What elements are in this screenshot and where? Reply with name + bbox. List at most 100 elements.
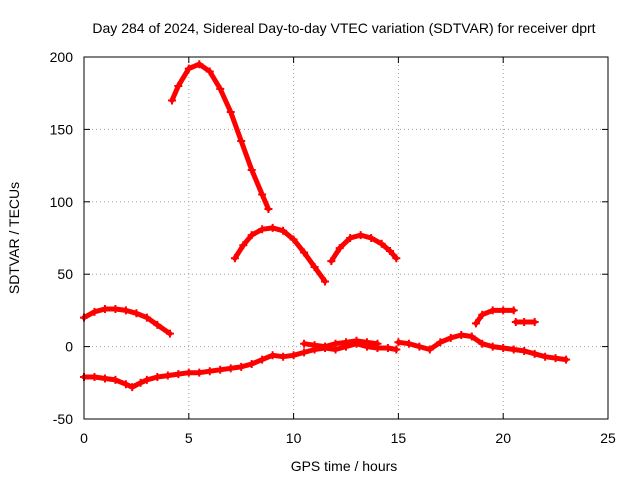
data-point-arc-2 bbox=[237, 136, 246, 145]
x-tick-label: 20 bbox=[495, 430, 511, 446]
data-point-arc-1 bbox=[132, 309, 141, 318]
data-point-arc-2 bbox=[216, 84, 225, 93]
data-point-arc-3 bbox=[239, 241, 248, 250]
data-point-low-track-2 bbox=[425, 345, 434, 354]
data-point-arc-4 bbox=[327, 257, 336, 266]
series-arc-4 bbox=[328, 232, 399, 264]
chart-title: Day 284 of 2024, Sidereal Day-to-day VTE… bbox=[92, 20, 595, 36]
data-point-arc-2 bbox=[226, 108, 235, 117]
data-point-low-track-2 bbox=[394, 338, 403, 347]
data-point-low-track-1 bbox=[111, 375, 120, 384]
data-point-low-track-1 bbox=[247, 359, 256, 368]
data-point-low-track-1 bbox=[128, 383, 137, 392]
data-point-low-track-2 bbox=[415, 342, 424, 351]
data-point-low-track-1 bbox=[174, 370, 183, 379]
data-point-arc-3 bbox=[268, 223, 277, 232]
plot-frame bbox=[83, 56, 609, 420]
data-point-low-track-2 bbox=[478, 339, 487, 348]
data-point-arc-1 bbox=[121, 306, 130, 315]
data-point-arc-2 bbox=[205, 67, 214, 76]
x-tick-label: 0 bbox=[80, 430, 88, 446]
data-point-arc-2 bbox=[168, 96, 177, 105]
x-tick-label: 5 bbox=[185, 430, 193, 446]
data-point-arc-5 bbox=[478, 310, 487, 319]
data-point-low-track-2 bbox=[457, 331, 466, 340]
data-point-low-track-2 bbox=[404, 339, 413, 348]
data-point-arc-4 bbox=[386, 247, 395, 256]
data-point-mid-track bbox=[342, 338, 350, 347]
data-point-mid-track bbox=[310, 341, 319, 350]
data-point-low-track-2 bbox=[530, 349, 539, 358]
data-point-arc-4 bbox=[335, 244, 344, 253]
y-tick-label: 50 bbox=[57, 266, 73, 282]
data-point-low-track-2 bbox=[562, 355, 571, 364]
data-point-low-track-2 bbox=[467, 332, 476, 341]
data-point-low-track-2 bbox=[551, 354, 560, 363]
data-point-arc-1 bbox=[165, 329, 174, 338]
data-point-arc-5 bbox=[499, 306, 508, 315]
data-point-low-track-1 bbox=[153, 373, 162, 382]
data-point-low-track-1 bbox=[289, 351, 298, 360]
data-point-low-track-1 bbox=[268, 351, 277, 360]
data-point-arc-1 bbox=[153, 320, 162, 329]
data-point-arc-1 bbox=[90, 307, 99, 316]
x-tick-label: 25 bbox=[600, 430, 616, 446]
data-point-arc-4 bbox=[356, 231, 365, 240]
data-point-arc-3 bbox=[279, 226, 288, 235]
data-point-arc-6 bbox=[520, 317, 529, 326]
data-point-arc-4 bbox=[367, 234, 376, 242]
data-point-arc-1 bbox=[100, 304, 109, 313]
data-point-low-track-2 bbox=[446, 333, 455, 342]
data-point-low-track-1 bbox=[226, 364, 235, 373]
data-point-arc-4 bbox=[392, 254, 401, 263]
data-point-low-track-2 bbox=[520, 346, 529, 355]
data-point-mid-track bbox=[331, 339, 340, 348]
data-point-arc-5 bbox=[488, 306, 497, 315]
series-arc-3 bbox=[232, 225, 328, 284]
data-point-arc-4 bbox=[377, 239, 386, 248]
data-point-arc-3 bbox=[321, 277, 330, 286]
data-point-arc-6 bbox=[530, 317, 539, 326]
data-point-arc-2 bbox=[247, 165, 256, 174]
data-point-arc-5 bbox=[471, 319, 480, 328]
y-axis-label: SDTVAR / TECUs bbox=[6, 182, 22, 294]
ticks: 0 5 10 15 20 25 -50 0 50 100 150 200 bbox=[50, 49, 616, 446]
data-point-arc-3 bbox=[289, 235, 298, 244]
data-point-mid-track bbox=[373, 339, 382, 348]
data-point-mid-track bbox=[300, 339, 309, 348]
data-point-low-track-2 bbox=[436, 338, 445, 347]
data-point-low-track-1 bbox=[216, 365, 225, 374]
x-tick-label: 10 bbox=[286, 430, 302, 446]
y-tick-label: 0 bbox=[65, 339, 73, 355]
data-point-low-track-1 bbox=[195, 368, 204, 377]
x-axis-label: GPS time / hours bbox=[291, 458, 398, 474]
data-point-arc-3 bbox=[310, 262, 319, 271]
data-point-mid-track bbox=[352, 336, 361, 345]
data-point-arc-3 bbox=[300, 248, 309, 257]
data-point-arc-6 bbox=[511, 317, 520, 326]
data-point-low-track-2 bbox=[509, 345, 518, 354]
data-point-low-track-1 bbox=[90, 373, 99, 382]
data-point-low-track-1 bbox=[258, 355, 267, 364]
data-point-arc-2 bbox=[195, 60, 204, 69]
data-point-arc-3 bbox=[230, 254, 239, 263]
x-tick-label: 15 bbox=[391, 430, 407, 446]
data-point-arc-3 bbox=[247, 231, 256, 240]
data-point-low-track-1 bbox=[142, 375, 151, 384]
data-point-arc-1 bbox=[142, 313, 151, 322]
y-tick-label: 200 bbox=[50, 49, 74, 65]
data-point-low-track-1 bbox=[300, 348, 309, 357]
data-point-arc-2 bbox=[174, 81, 183, 90]
data-point-low-track-1 bbox=[383, 344, 392, 353]
data-point-low-track-2 bbox=[541, 352, 550, 361]
data-point-low-track-1 bbox=[136, 378, 145, 387]
data-point-low-track-1 bbox=[392, 345, 401, 354]
data-point-arc-2 bbox=[184, 64, 193, 73]
data-point-low-track-2 bbox=[499, 344, 508, 353]
data-point-arc-2 bbox=[264, 205, 273, 214]
data-point-low-track-1 bbox=[184, 368, 193, 377]
y-tick-label: -50 bbox=[53, 411, 73, 427]
data-point-low-track-1 bbox=[100, 374, 109, 383]
